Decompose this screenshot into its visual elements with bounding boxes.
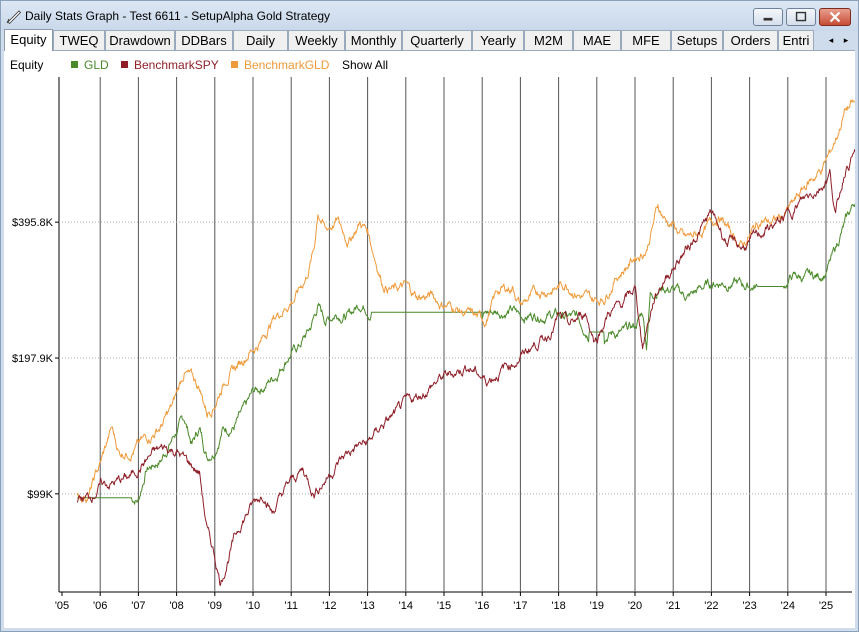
x-tick-label: '05 xyxy=(55,600,69,612)
x-tick-label: '21 xyxy=(666,600,680,612)
close-icon xyxy=(829,11,841,23)
tab-monthly[interactable]: Monthly xyxy=(345,30,402,50)
tab-m2m[interactable]: M2M xyxy=(524,30,573,50)
series-lines xyxy=(76,99,855,586)
y-tick-label: $395.8K xyxy=(12,217,54,229)
tab-weekly[interactable]: Weekly xyxy=(288,30,345,50)
x-tick-label: '19 xyxy=(590,600,604,612)
legend-item-gld[interactable]: GLD xyxy=(84,58,109,72)
tab-orders[interactable]: Orders xyxy=(723,30,778,50)
legend-title: Equity xyxy=(10,58,44,72)
close-button[interactable] xyxy=(819,8,851,26)
y-tick-label: $197.9K xyxy=(12,353,54,365)
tab-equity[interactable]: Equity xyxy=(4,29,53,51)
x-tick-label: '17 xyxy=(513,600,527,612)
graph-pen-icon xyxy=(6,10,22,24)
x-tick-label: '18 xyxy=(551,600,565,612)
tab-entries[interactable]: Entri xyxy=(778,30,814,50)
tab-mae[interactable]: MAE xyxy=(573,30,621,50)
tab-tweq[interactable]: TWEQ xyxy=(53,30,105,50)
tab-quarterly[interactable]: Quarterly xyxy=(402,30,472,50)
maximize-icon xyxy=(795,11,807,22)
x-tick-labels: '05 '06 '07 '08 '09 '10 '11 '12 '13 '14 '15 '16 '17 '… xyxy=(55,600,833,612)
x-tick-label: '13 xyxy=(360,600,374,612)
x-tick-label: '08 xyxy=(169,600,183,612)
title-bar[interactable]: Daily Stats Graph - Test 6611 - SetupAlp… xyxy=(1,1,858,31)
x-tick-label: '25 xyxy=(819,600,833,612)
equity-chart: $99K $197.9K $395.8K '05 '06 '07 '08 '09 '10 '11… xyxy=(12,77,855,612)
tab-ddbars[interactable]: DDBars xyxy=(175,30,233,50)
x-tick-label: '07 xyxy=(131,600,145,612)
minimize-icon xyxy=(763,17,773,21)
x-tick-label: '20 xyxy=(628,600,642,612)
maximize-button[interactable] xyxy=(786,8,816,26)
x-tick-label: '14 xyxy=(399,600,413,612)
x-tick-label: '24 xyxy=(781,600,795,612)
tab-mfe[interactable]: MFE xyxy=(621,30,671,50)
show-all-button[interactable]: Show All xyxy=(342,58,389,72)
tab-setups[interactable]: Setups xyxy=(671,30,723,50)
x-tick-label: '09 xyxy=(208,600,222,612)
horizontal-gridlines xyxy=(55,221,852,495)
legend-swatch-benchmarkgld xyxy=(231,61,238,68)
legend-item-benchmarkgld[interactable]: BenchmarkGLD xyxy=(244,58,330,72)
arrow-left-icon[interactable]: ◂ xyxy=(828,35,834,45)
tab-strip: Equity TWEQ Drawdown DDBars Daily Weekly… xyxy=(4,29,858,51)
x-tick-label: '12 xyxy=(322,600,336,612)
tab-yearly[interactable]: Yearly xyxy=(472,30,524,50)
y-tick-label: $99K xyxy=(27,489,53,501)
x-tick-label: '22 xyxy=(704,600,718,612)
vertical-gridlines xyxy=(58,77,852,596)
y-tick-labels: $99K $197.9K $395.8K xyxy=(12,217,54,501)
legend-swatch-gld xyxy=(71,61,78,68)
x-tick-label: '23 xyxy=(742,600,756,612)
series-line-benchmarkgld xyxy=(76,99,855,504)
x-tick-label: '16 xyxy=(475,600,489,612)
x-tick-label: '10 xyxy=(246,600,260,612)
tab-daily[interactable]: Daily xyxy=(233,30,288,50)
window-title: Daily Stats Graph - Test 6611 - SetupAlp… xyxy=(25,9,331,23)
minimize-button[interactable] xyxy=(753,8,783,26)
arrow-right-icon[interactable]: ▸ xyxy=(843,35,849,45)
chart-panel: Equity GLD BenchmarkSPY BenchmarkGLD Sho… xyxy=(4,50,855,628)
legend-swatch-benchmarkspy xyxy=(121,61,128,68)
legend: Equity GLD BenchmarkSPY BenchmarkGLD Sho… xyxy=(4,51,604,77)
legend-item-benchmarkspy[interactable]: BenchmarkSPY xyxy=(134,58,219,72)
x-tick-label: '11 xyxy=(284,600,298,612)
series-line-benchmarkspy xyxy=(76,149,855,586)
x-tick-label: '15 xyxy=(437,600,451,612)
series-line-gld xyxy=(77,202,855,505)
x-tick-label: '06 xyxy=(93,600,107,612)
tab-drawdown[interactable]: Drawdown xyxy=(105,30,175,50)
